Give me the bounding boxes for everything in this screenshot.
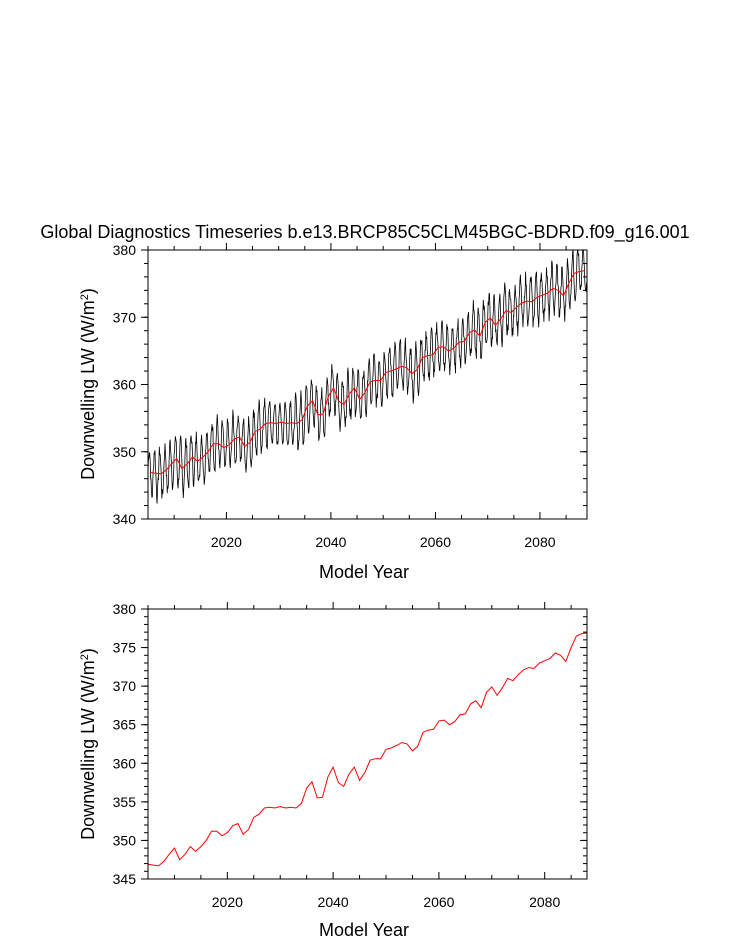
- bottom-y-tick-label: 350: [113, 832, 137, 848]
- top-y-axis-title: Downwelling LW (W/m2): [78, 288, 98, 480]
- bottom-y-tick-label: 375: [113, 640, 137, 656]
- bottom-x-tick-label: 2060: [423, 894, 454, 910]
- bottom-y-tick-label: 355: [113, 794, 137, 810]
- bottom-y-axis-title: Downwelling LW (W/m2): [78, 648, 98, 840]
- top-chart-panel: 2020 2040 2060 2080 340 350 360 370 380 Model Ye…: [78, 242, 588, 582]
- bottom-ticks-group: 2020 2040 2060 2080 345 350 355 360 365 370 375 380: [113, 601, 587, 910]
- top-x-tick-label: 2080: [524, 534, 555, 550]
- top-x-axis-title: Model Year: [319, 562, 409, 582]
- top-y-tick-label: 360: [113, 377, 137, 393]
- bottom-plot-frame: [147, 608, 588, 880]
- annual-overlay-line: [150, 270, 585, 475]
- top-x-tick-label: 2040: [315, 534, 346, 550]
- bottom-y-tick-label: 345: [113, 871, 137, 887]
- annual-mean-line: [147, 632, 588, 867]
- top-x-tick-label: 2020: [211, 534, 242, 550]
- bottom-x-tick-label: 2020: [212, 894, 243, 910]
- bottom-y-tick-label: 365: [113, 717, 137, 733]
- top-y-tick-label: 370: [113, 309, 137, 325]
- top-y-tick-label: 340: [113, 511, 137, 527]
- bottom-x-tick-label: 2080: [529, 894, 560, 910]
- bottom-chart-panel: 2020 2040 2060 2080 345 350 355 360 365 370 375 380…: [78, 601, 588, 940]
- top-y-tick-label: 380: [113, 242, 137, 258]
- top-y-tick-label: 350: [113, 444, 137, 460]
- top-x-tick-label: 2060: [420, 534, 451, 550]
- bottom-series-group: [147, 632, 588, 867]
- figure-title: Global Diagnostics Timeseries b.e13.BRCP…: [40, 222, 689, 243]
- monthly-series-line: [147, 249, 587, 504]
- bottom-y-tick-label: 370: [113, 678, 137, 694]
- top-ticks-group: 2020 2040 2060 2080 340 350 360 370 380: [113, 242, 587, 550]
- top-series-group: [147, 249, 587, 504]
- bottom-x-tick-label: 2040: [318, 894, 349, 910]
- bottom-y-tick-label: 360: [113, 755, 137, 771]
- bottom-y-tick-label: 380: [113, 601, 137, 617]
- bottom-x-axis-title: Model Year: [319, 920, 409, 940]
